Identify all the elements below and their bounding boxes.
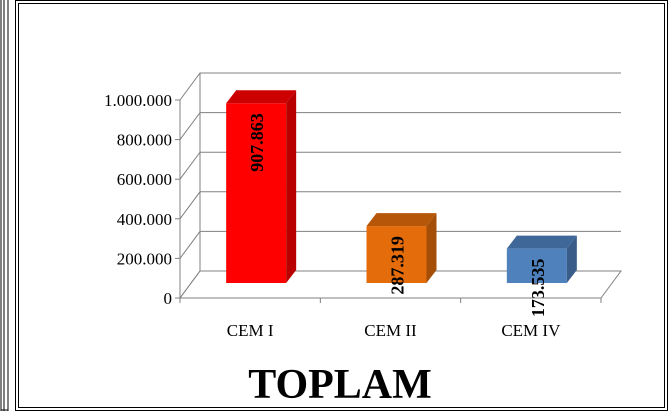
grid-lines <box>179 72 621 299</box>
gridline <box>179 270 621 299</box>
gridline <box>179 191 621 220</box>
bar-side <box>286 90 297 283</box>
bar-chart: 0 200.000 400.000 600.000 800.000 1.000.000 9… <box>15 0 668 411</box>
bar-front <box>506 248 567 283</box>
chart-container: 0 200.000 400.000 600.000 800.000 1.000.000 9… <box>15 0 668 411</box>
bar-side <box>566 235 577 283</box>
gridline <box>179 72 621 101</box>
x-tick-label: CEM IV <box>501 321 561 340</box>
y-tick-label: 600.000 <box>117 170 172 189</box>
x-axis: CEM I CEM II CEM IV <box>179 297 602 340</box>
gridline <box>179 112 621 140</box>
x-tick-label: CEM I <box>227 321 274 340</box>
chart-frame <box>15 0 668 411</box>
bar-cem-iv: 173.535 <box>506 235 577 318</box>
bar-value-label: 287.319 <box>388 236 408 295</box>
bar-value-label: 907.863 <box>247 113 267 171</box>
gridline <box>179 151 621 180</box>
bar-top <box>506 235 577 249</box>
gridline <box>179 230 621 259</box>
bar-side <box>426 213 437 283</box>
y-tick-label: 200.000 <box>117 249 172 268</box>
bar-cem-i: 907.863 <box>226 90 297 283</box>
y-tick-label: 0 <box>164 289 173 308</box>
bar-value-label: 173.535 <box>528 259 548 318</box>
bars: 907.863 287.319 173.535 <box>226 90 577 317</box>
bar-top <box>366 213 437 227</box>
left-panel-border <box>0 0 9 411</box>
y-axis: 0 200.000 400.000 600.000 800.000 1.000.000 <box>104 91 181 308</box>
chart-title: TOPLAM <box>248 362 432 408</box>
x-tick-label: CEM II <box>364 321 417 340</box>
chart-inner-frame <box>18 3 665 408</box>
y-tick-label: 800.000 <box>117 131 172 150</box>
y-tick-label: 400.000 <box>117 210 172 229</box>
bar-cem-ii: 287.319 <box>366 213 437 295</box>
bar-top <box>226 90 297 104</box>
bar-front <box>366 226 427 283</box>
bar-front <box>226 103 287 283</box>
y-tick-label: 1.000.000 <box>104 91 172 110</box>
